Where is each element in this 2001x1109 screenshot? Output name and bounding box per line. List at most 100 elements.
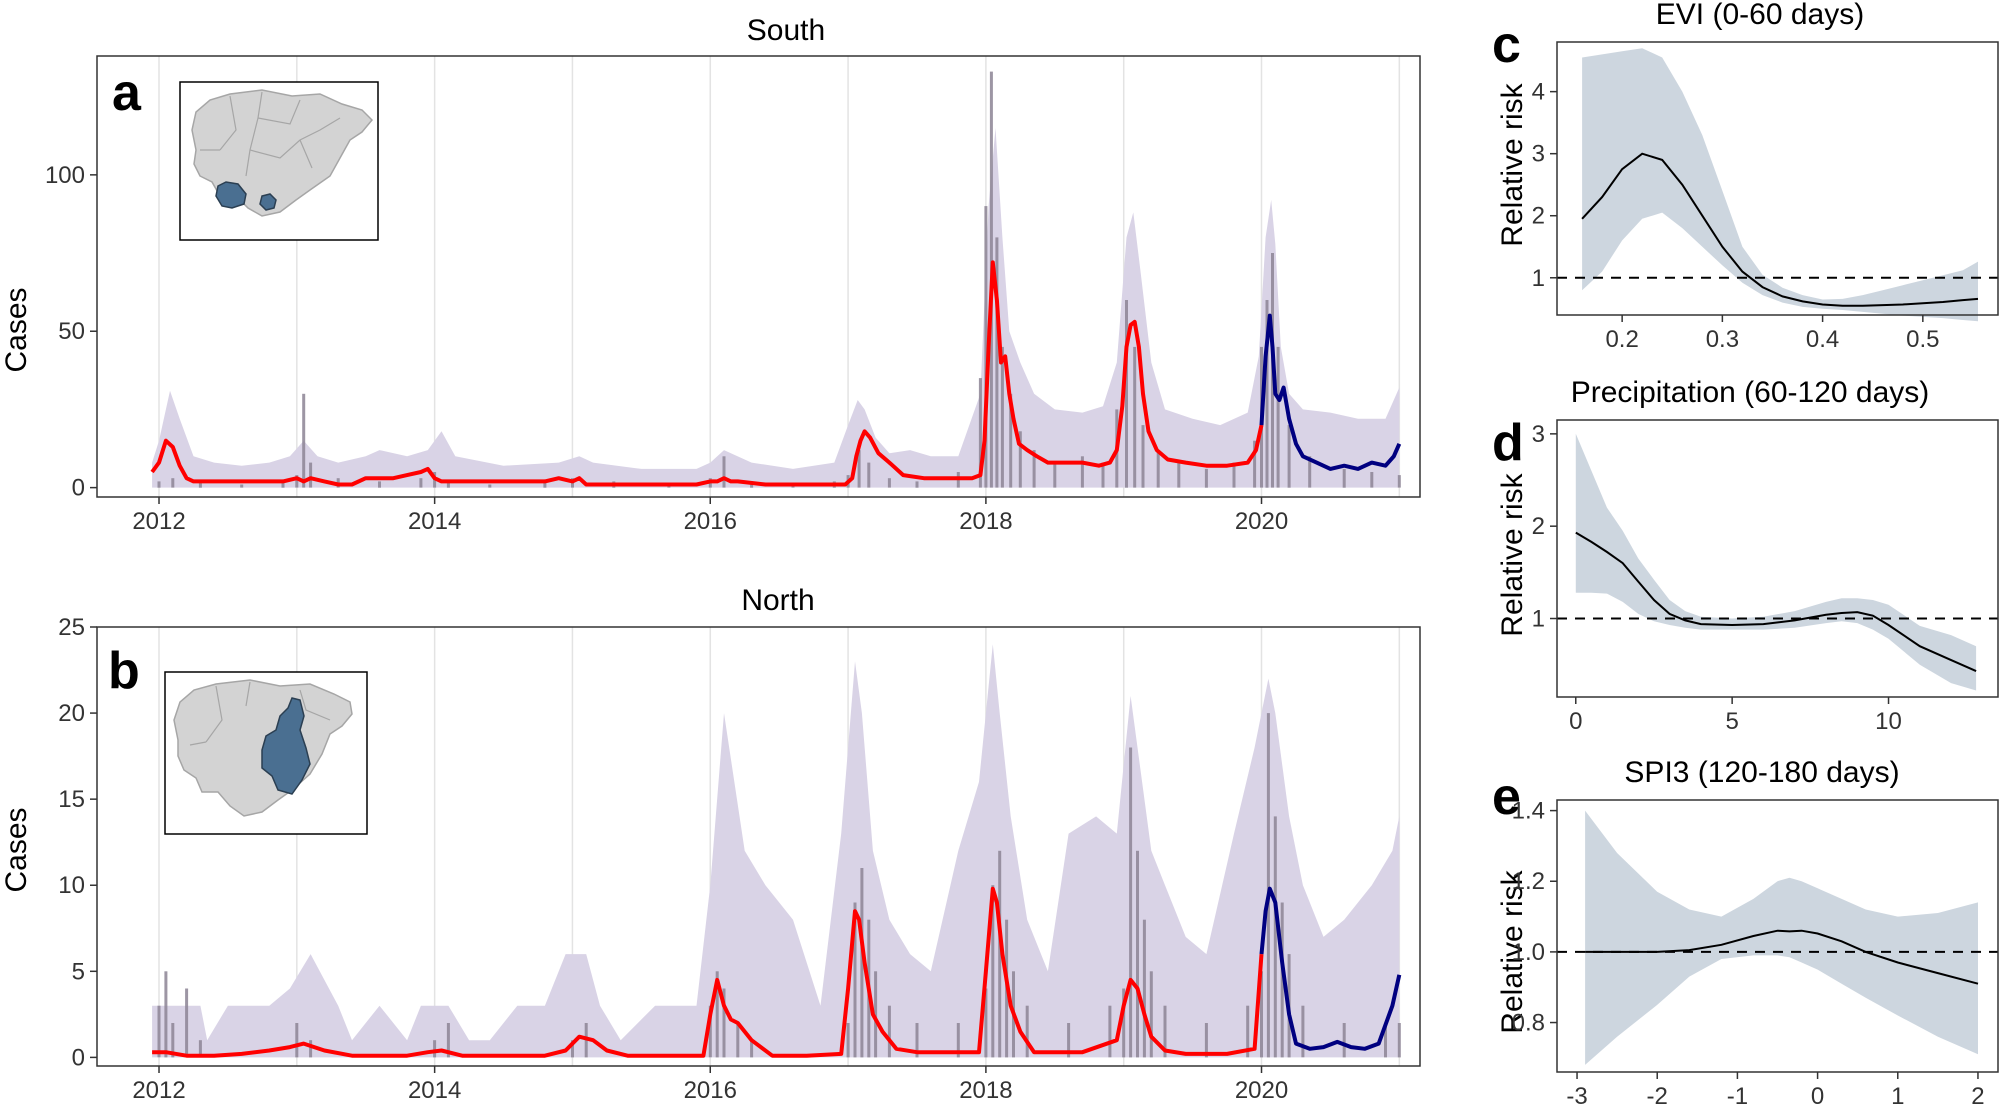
- y-tick-label: 100: [45, 162, 85, 189]
- observed-bar: [978, 378, 982, 488]
- panel-b-fitted-line: [152, 886, 1264, 1058]
- observed-bar: [543, 481, 547, 488]
- observed-bar: [1018, 431, 1022, 488]
- panel-e-y-ticks: 0.8 1.0 1.2 1.4: [1512, 798, 1557, 1037]
- observed-bar: [956, 1023, 960, 1058]
- observed-bar: [309, 1040, 313, 1058]
- x-tick-label: 2014: [408, 508, 461, 535]
- x-tick-label: 0: [1569, 708, 1582, 735]
- panel-c-risk-curve: [1581, 152, 1979, 307]
- observed-bar: [715, 971, 719, 1058]
- state-borders: [200, 91, 341, 177]
- panel-a-upper-band: [152, 127, 1400, 488]
- x-tick-label: 0.2: [1605, 326, 1638, 353]
- y-tick-label: 1: [1532, 265, 1545, 292]
- panel-c-label: c: [1492, 16, 1521, 74]
- panel-b: North b Cases 2012 2014 2016 2018 2020 0 5 10 1…: [0, 584, 1421, 1104]
- x-tick-label: 2020: [1235, 1077, 1288, 1104]
- observed-bar: [736, 1023, 740, 1058]
- x-tick-label: 2020: [1235, 508, 1288, 535]
- observed-bar: [915, 481, 919, 488]
- x-tick-label: 5: [1725, 708, 1738, 735]
- observed-bar: [1301, 1005, 1305, 1058]
- observed-bar: [853, 902, 857, 1058]
- panel-a-x-ticks: 2012 2014 2016 2018 2020: [132, 497, 1288, 535]
- panel-e-confidence-band: [1585, 810, 1978, 1065]
- panel-e-title: SPI3 (120-180 days): [1624, 756, 1899, 789]
- observed-bar: [1177, 462, 1181, 488]
- observed-bar: [995, 237, 999, 488]
- observed-bar: [984, 206, 988, 488]
- observed-bar: [1080, 456, 1084, 488]
- observed-bar: [991, 885, 995, 1058]
- panel-d-risk-curve: [1575, 531, 1977, 673]
- observed-bar: [846, 1023, 850, 1058]
- observed-bar: [1053, 462, 1057, 488]
- panel-e-ylabel: Relative risk: [1496, 869, 1529, 1033]
- panel-b-title: North: [741, 584, 814, 617]
- y-tick-label: 10: [58, 872, 85, 899]
- observed-bar: [1276, 346, 1280, 488]
- panel-c: EVI (0-60 days) c Relative risk 0.2 0.3 0.…: [1492, 0, 1999, 353]
- observed-bar: [378, 481, 381, 488]
- panel-e-frame: [1556, 799, 1999, 1073]
- observed-bar: [198, 1040, 202, 1058]
- observed-bar: [722, 988, 726, 1058]
- observed-bar: [857, 450, 861, 488]
- panel-b-y-ticks: 0 5 10 15 20 25: [58, 614, 97, 1071]
- observed-bar: [708, 1005, 712, 1058]
- panel-b-predicted-line: [1259, 886, 1402, 1051]
- observed-bar: [1266, 713, 1270, 1058]
- observed-bar: [915, 1023, 919, 1058]
- highlighted-state-west: [215, 181, 247, 209]
- panel-a-fitted-line: [150, 260, 1264, 487]
- observed-bar: [1260, 971, 1263, 1058]
- observed-bar: [198, 481, 202, 488]
- observed-bar: [1032, 450, 1036, 488]
- panel-a-inset-map: [179, 81, 379, 241]
- y-tick-label: 15: [58, 786, 85, 813]
- state-borders: [189, 681, 331, 746]
- y-tick-label: 0: [72, 1044, 85, 1071]
- observed-bar: [1141, 425, 1145, 488]
- x-tick-label: 2018: [959, 1077, 1012, 1104]
- x-tick-label: 10: [1875, 708, 1902, 735]
- y-tick-label: 3: [1532, 421, 1545, 448]
- panel-a-ylabel: Cases: [0, 287, 33, 372]
- observed-bar: [1342, 1023, 1346, 1058]
- observed-bar: [998, 850, 1002, 1058]
- observed-bar: [164, 971, 168, 1058]
- panel-a-title: South: [747, 14, 825, 47]
- panel-a-frame: [96, 55, 1421, 498]
- observed-bar: [860, 868, 864, 1058]
- observed-bar: [1163, 1005, 1167, 1058]
- x-tick-label: 0: [1811, 1083, 1824, 1109]
- highlighted-states: [261, 697, 311, 795]
- x-tick-label: 2012: [132, 1077, 185, 1104]
- observed-bar: [419, 478, 423, 488]
- observed-bar: [157, 481, 161, 488]
- y-tick-label: 3: [1532, 141, 1545, 168]
- panel-c-confidence-band: [1582, 48, 1978, 322]
- panel-e-x-ticks: -3 -2 -1 0 1 2: [1566, 1072, 1985, 1109]
- observed-bar: [1067, 1023, 1071, 1058]
- observed-bar: [171, 478, 175, 488]
- highlighted-state-east: [259, 193, 277, 211]
- panel-d-confidence-band: [1575, 433, 1977, 691]
- panel-a-label: a: [112, 64, 142, 122]
- x-tick-label: 1: [1891, 1083, 1904, 1109]
- observed-bar: [1204, 1023, 1208, 1058]
- y-tick-label: 50: [58, 318, 85, 345]
- y-tick-label: 2: [1532, 513, 1545, 540]
- panel-b-ylabel: Cases: [0, 807, 33, 892]
- observed-bar: [1342, 468, 1346, 488]
- observed-bar: [1370, 472, 1374, 488]
- observed-bar: [302, 393, 306, 488]
- panel-a-y-ticks: 0 50 100: [45, 162, 97, 502]
- panel-d-ylabel: Relative risk: [1496, 472, 1529, 636]
- observed-bar: [295, 475, 299, 488]
- y-tick-label: 25: [58, 614, 85, 641]
- panel-d-title: Precipitation (60-120 days): [1571, 376, 1930, 409]
- observed-bar: [240, 484, 244, 488]
